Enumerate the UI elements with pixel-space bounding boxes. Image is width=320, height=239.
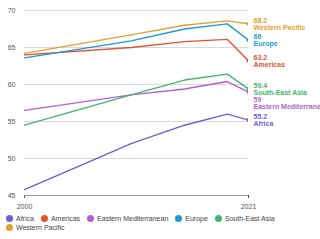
- svg-text:2021: 2021: [241, 203, 257, 210]
- svg-text:68.2Western Pacific: 68.2Western Pacific: [254, 16, 306, 30]
- html-text:Europe: Europe: [185, 215, 208, 222]
- svg-text:66Europe: 66Europe: [254, 33, 278, 48]
- svg-text:2000: 2000: [17, 203, 33, 210]
- svg-text:55.2Africa: 55.2Africa: [254, 113, 274, 127]
- svg-text:50: 50: [8, 155, 16, 162]
- svg-text:65: 65: [8, 44, 16, 51]
- svg-text:60: 60: [8, 81, 16, 88]
- svg-text:55: 55: [8, 118, 16, 125]
- html-text:Americas: Americas: [50, 215, 81, 222]
- html-text:South-East Asia: South-East Asia: [224, 215, 275, 222]
- html-text:Western Pacific: Western Pacific: [16, 224, 65, 231]
- svg-text:63.2Americas: 63.2Americas: [254, 53, 286, 67]
- svg-text:59Eastern Mediterranean: 59Eastern Mediterranean: [254, 96, 320, 110]
- svg-text:59.4South-East Asia: 59.4South-East Asia: [254, 82, 308, 96]
- html-text:Africa: Africa: [16, 215, 34, 222]
- svg-text:45: 45: [8, 192, 16, 199]
- html-text:Eastern Mediterranean: Eastern Mediterranean: [97, 215, 169, 222]
- svg-text:70: 70: [8, 7, 16, 14]
